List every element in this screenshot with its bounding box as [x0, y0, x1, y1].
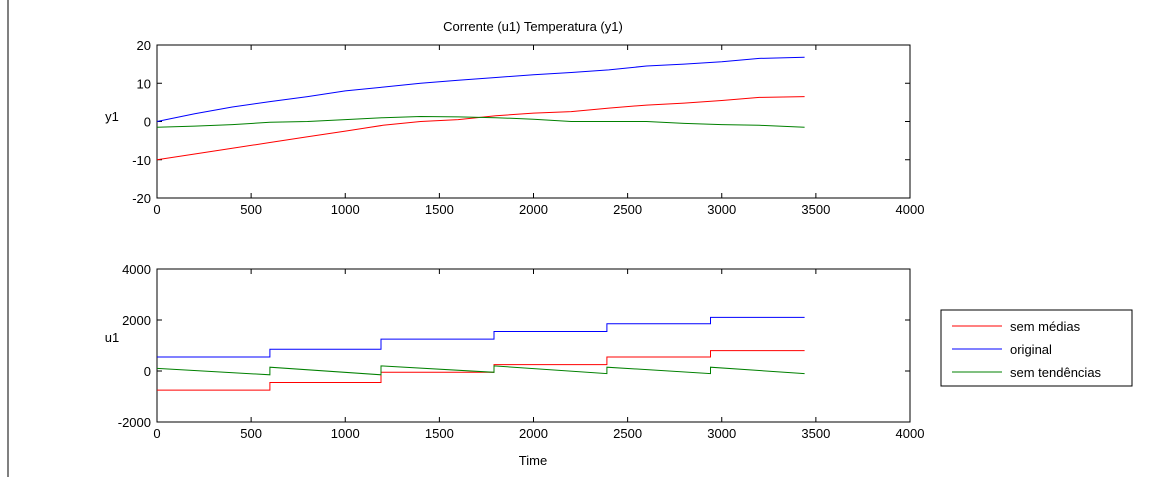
bottom-y-tick-label: 2000 [122, 313, 151, 328]
top-series-original [156, 56, 805, 122]
legend-box [940, 309, 1133, 387]
top-y-tick-label: -20 [132, 191, 151, 206]
top-x-tick-label: 0 [153, 202, 160, 217]
bottom-x-tick-label: 3000 [707, 426, 736, 441]
bottom-series-original [157, 316, 805, 358]
top-x-tick-label: 2500 [613, 202, 642, 217]
top-plot-area [156, 44, 911, 199]
top-y-tick-label: -10 [132, 153, 151, 168]
legend: sem médias original sem tendências [940, 309, 1133, 387]
top-x-tick-label: 3500 [801, 202, 830, 217]
top-series-sem-tendencias [156, 115, 805, 128]
bottom-y-tick-label: 0 [144, 364, 151, 379]
top-x-tick-label: 500 [240, 202, 262, 217]
top-y-tick-label: 0 [144, 115, 151, 130]
top-y-axis-label: y1 [105, 109, 119, 124]
figure-title: Corrente (u1) Temperatura (y1) [443, 19, 623, 34]
bottom-y-axis-label: u1 [105, 330, 119, 345]
bottom-x-tick-label: 3500 [801, 426, 830, 441]
top-axes: 0 500 1000 1500 2000 2500 3000 3500 4000 -20 -10 0 1… [105, 38, 924, 217]
bottom-x-tick-label: 2500 [613, 426, 642, 441]
bottom-x-tick-label: 2000 [519, 426, 548, 441]
bottom-x-tick-label: 4000 [896, 426, 925, 441]
top-y-tick-label: 20 [137, 38, 151, 53]
bottom-x-tick-label: 1000 [331, 426, 360, 441]
top-x-tick-label: 3000 [707, 202, 736, 217]
top-x-tick-label: 1500 [425, 202, 454, 217]
legend-label: sem médias [1010, 319, 1081, 334]
top-x-tick-label: 4000 [896, 202, 925, 217]
bottom-axes: 0 500 1000 1500 2000 2500 3000 3500 4000-2000020… [105, 262, 925, 441]
top-x-tick-label: 1000 [331, 202, 360, 217]
legend-label: original [1010, 342, 1052, 357]
bottom-plot-area [156, 268, 911, 423]
x-axis-label: Time [519, 453, 547, 468]
top-y-tick-label: 10 [137, 76, 151, 91]
bottom-x-tick-label: 500 [240, 426, 262, 441]
legend-label: sem tendências [1010, 365, 1102, 380]
top-x-tick-label: 2000 [519, 202, 548, 217]
bottom-y-tick-label: -2000 [118, 415, 151, 430]
bottom-series-sem-tendencias [156, 365, 805, 376]
bottom-x-tick-label: 0 [153, 426, 160, 441]
bottom-y-tick-label: 4000 [122, 262, 151, 277]
bottom-x-tick-label: 1500 [425, 426, 454, 441]
